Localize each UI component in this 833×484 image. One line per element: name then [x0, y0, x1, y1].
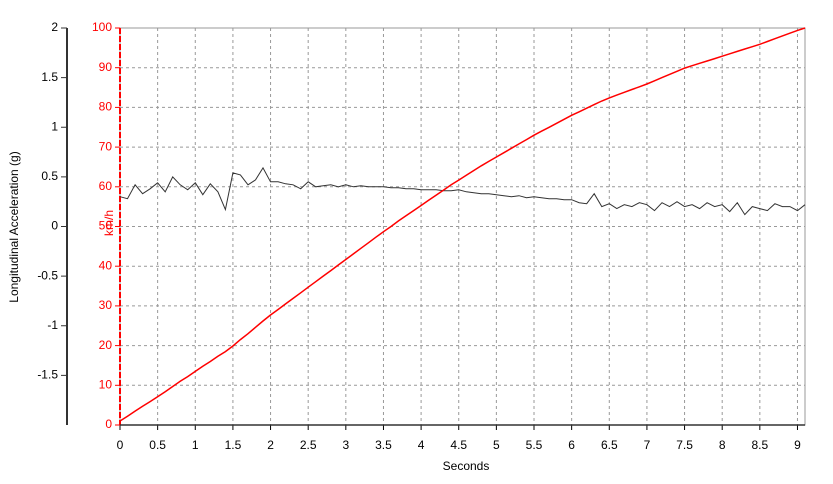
x-tick-label: 9	[794, 438, 801, 452]
x-tick-label: 6	[568, 438, 575, 452]
x-tick-label: 0.5	[149, 438, 166, 452]
y2-tick-label: 10	[99, 377, 113, 391]
y2-tick-label: 90	[99, 60, 113, 74]
y2-tick-label: 60	[99, 179, 113, 193]
y2-tick-label: 80	[99, 100, 113, 114]
y-tick-label: 0.5	[41, 169, 58, 183]
y-tick-label: -1	[47, 318, 58, 332]
y-tick-label: 1	[51, 119, 58, 133]
y-tick-label: 1.5	[41, 70, 58, 84]
x-tick-label: 2.5	[300, 438, 317, 452]
x-tick-label: 3	[342, 438, 349, 452]
x-tick-label: 4	[418, 438, 425, 452]
y2-tick-label: 70	[99, 139, 113, 153]
x-tick-label: 2	[267, 438, 274, 452]
y-tick-label: -1.5	[37, 368, 58, 382]
y2-tick-label: 20	[99, 338, 113, 352]
x-tick-label: 5.5	[526, 438, 543, 452]
y2-tick-label: 100	[92, 20, 112, 34]
x-tick-label: 4.5	[450, 438, 467, 452]
y-tick-label: 0	[51, 219, 58, 233]
x-tick-label: 7.5	[676, 438, 693, 452]
x-tick-label: 6.5	[601, 438, 618, 452]
x-tick-label: 0	[117, 438, 124, 452]
series-line	[119, 27, 806, 422]
x-tick-label: 3.5	[375, 438, 392, 452]
y2-tick-label: 0	[105, 417, 112, 431]
x-tick-label: 1	[192, 438, 199, 452]
series-line	[119, 166, 806, 216]
x-tick-label: 5	[493, 438, 500, 452]
x-tick-label: 8	[719, 438, 726, 452]
y2-tick-label: 30	[99, 298, 113, 312]
y2-axis-label: km/h	[102, 210, 116, 236]
y-tick-label: -0.5	[37, 268, 58, 282]
y2-tick-label: 40	[99, 258, 113, 272]
x-tick-label: 8.5	[751, 438, 768, 452]
y-tick-label: 2	[51, 20, 58, 34]
x-tick-label: 7	[644, 438, 651, 452]
y-axis-label: Longitudinal Acceleration (g)	[7, 151, 21, 302]
y2-tick-label: 50	[99, 219, 113, 233]
x-axis-label: Seconds	[443, 459, 490, 473]
x-tick-label: 1.5	[225, 438, 242, 452]
